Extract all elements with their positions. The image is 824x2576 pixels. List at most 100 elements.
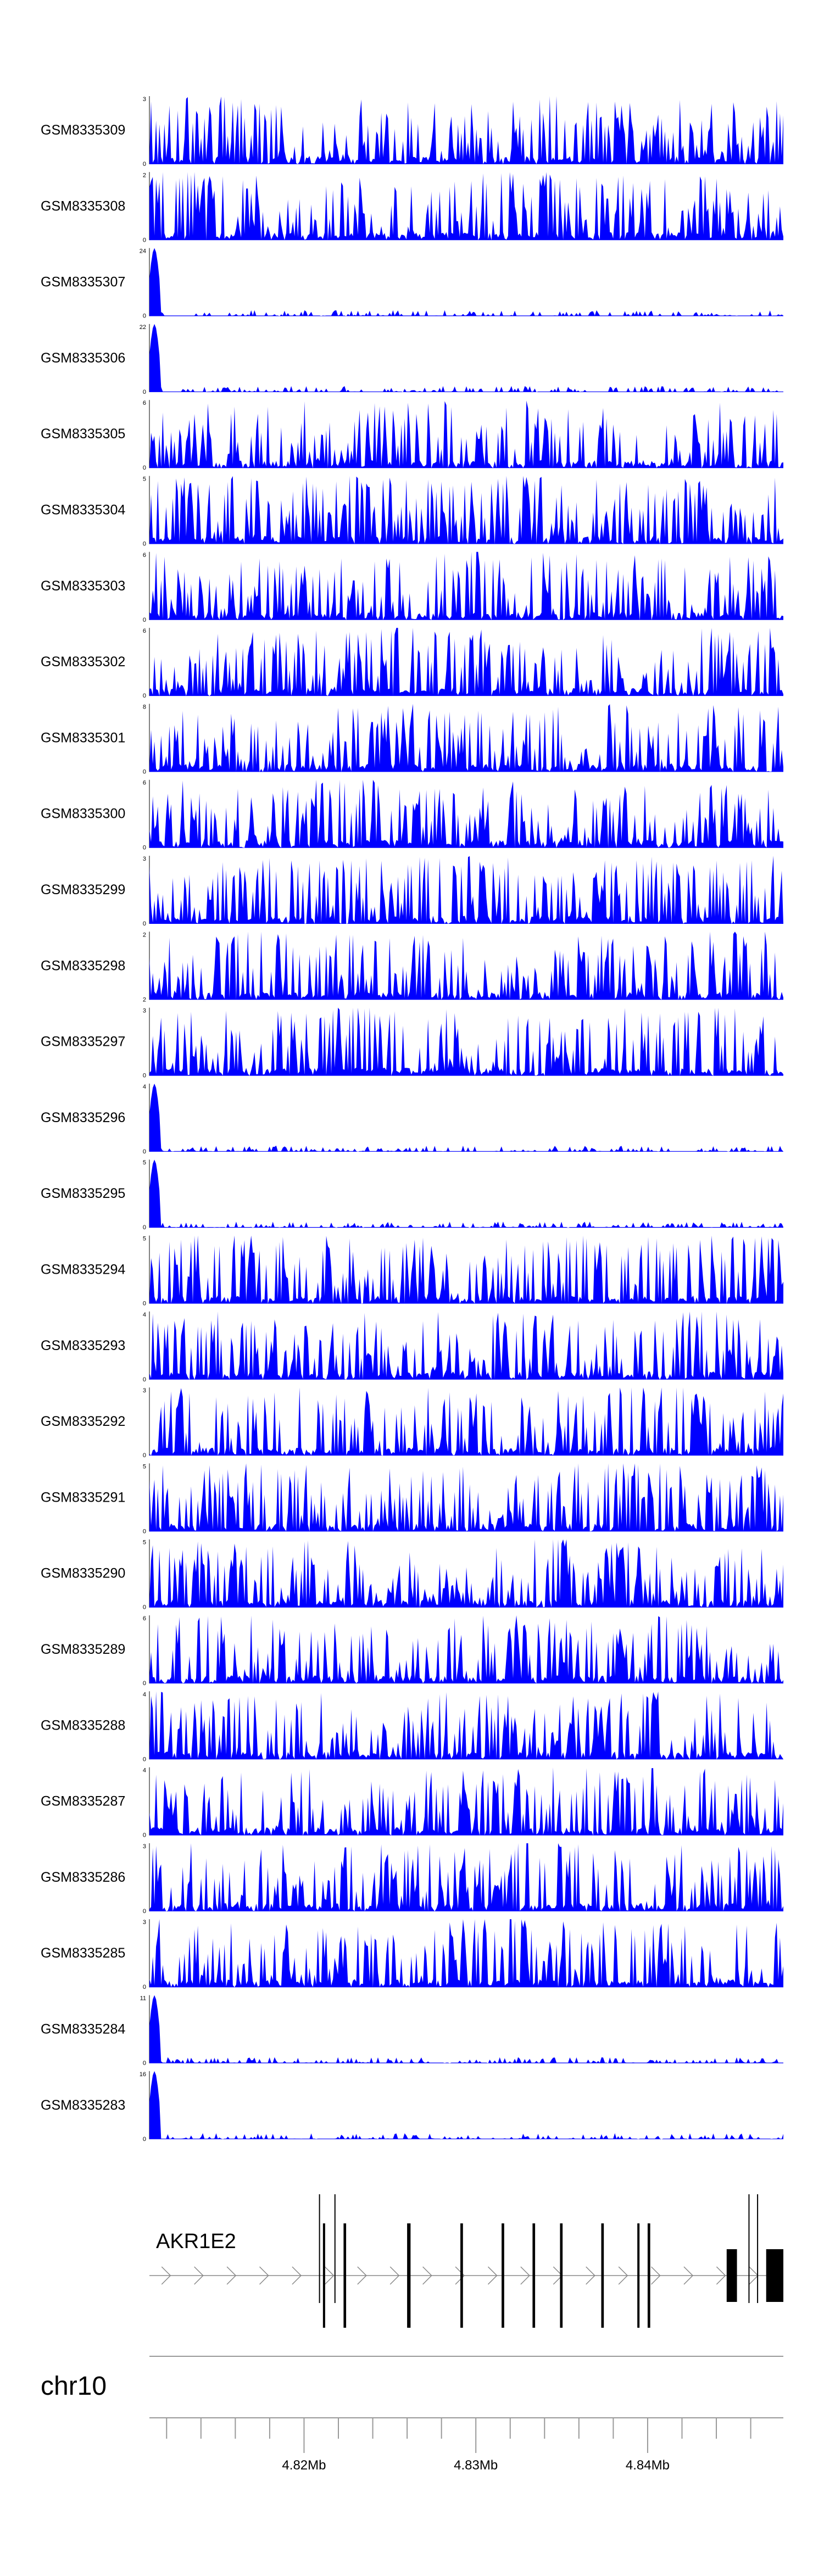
track-GSM8335286: GSM8335286 3 0 [41,1843,783,1915]
coverage-area [149,1843,783,1911]
track-GSM8335288: GSM8335288 4 0 [41,1691,783,1763]
exon-block [407,2223,411,2328]
strand-arrow [389,2266,400,2285]
strand-arrow [487,2266,498,2285]
y-min-label: 0 [143,1832,146,1839]
y-max-label: 16 [140,2071,146,2078]
track-GSM8335298: GSM8335298 2 2 [41,932,783,1003]
y-min-label: 0 [143,1528,146,1535]
track-label: GSM8335287 [41,1794,125,1809]
y-min-label: 0 [143,1908,146,1915]
y-max-label: 3 [143,96,146,103]
y-min-label: 0 [143,1680,146,1687]
axis-tick-label: 4.82Mb [282,2458,326,2473]
y-max-label: 6 [143,400,146,406]
track-label: GSM8335307 [41,275,125,290]
y-max-label: 4 [143,1691,146,1698]
coverage-area [149,1691,783,1760]
track-GSM8335292: GSM8335292 3 0 [41,1387,783,1459]
coverage-area [149,248,783,316]
y-max-label: 3 [143,1919,146,1926]
track-label: GSM8335286 [41,1870,125,1885]
strand-arrow [357,2266,367,2285]
track-label: GSM8335302 [41,654,125,670]
track-label: GSM8335297 [41,1034,125,1050]
strand-arrow [683,2266,694,2285]
y-min-label: 0 [143,1756,146,1763]
gene-track: AKR1E2 [149,2194,783,2328]
y-min-label: 0 [143,921,146,927]
track-label: GSM8335293 [41,1338,125,1353]
y-max-label: 22 [140,324,146,331]
track-label: GSM8335294 [41,1262,125,1278]
y-min-label: 0 [143,845,146,851]
track-GSM8335289: GSM8335289 6 0 [41,1615,783,1687]
y-min-label: 0 [143,1604,146,1611]
track-GSM8335299: GSM8335299 3 0 [41,856,783,927]
coverage-area [149,1235,783,1304]
y-min-label: 0 [143,1301,146,1307]
coverage-area [149,704,783,772]
track-label: GSM8335289 [41,1642,125,1657]
strand-arrow [422,2266,432,2285]
coverage-area [149,1767,783,1836]
coverage-area [149,1919,783,1988]
y-min-label: 0 [143,2136,146,2143]
y-max-label: 4 [143,1084,146,1090]
strand-arrow [586,2266,595,2285]
coverage-area [149,1995,783,2064]
track-label: GSM8335298 [41,958,125,973]
y-max-label: 2 [143,172,146,179]
track-GSM8335302: GSM8335302 6 0 [41,628,783,699]
track-label: GSM8335284 [41,2022,125,2037]
track-GSM8335303: GSM8335303 6 0 [41,551,783,623]
strand-arrow [520,2266,530,2285]
coverage-area [149,628,783,696]
exon-block [647,2223,650,2328]
strand-arrow [455,2266,465,2285]
coverage-area [149,1159,783,1228]
coverage-tracks: GSM833530930GSM833530820GSM8335307240GSM… [41,96,783,2143]
strand-arrow [226,2266,237,2285]
strand-arrow [324,2266,335,2285]
coverage-area [149,1539,783,1608]
track-label: GSM8335299 [41,882,125,897]
strand-arrow [259,2266,269,2285]
y-max-label: 6 [143,628,146,634]
track-GSM8335308: GSM8335308 2 0 [41,172,783,243]
y-min-label: 0 [143,465,146,471]
coverage-area [149,172,783,241]
y-min-label: 0 [143,161,146,168]
exon-block [460,2223,463,2328]
track-label: GSM8335305 [41,426,125,442]
y-max-label: 3 [143,856,146,862]
y-max-label: 5 [143,1159,146,1166]
track-GSM8335284: GSM8335284 11 0 [41,1995,783,2067]
y-max-label: 3 [143,1387,146,1394]
genome-axis: chr10 4.82Mb 4.83Mb 4.84Mb [41,2356,783,2473]
track-GSM8335294: GSM8335294 5 0 [41,1235,783,1307]
track-GSM8335300: GSM8335300 6 0 [41,779,783,851]
strand-arrow [716,2266,726,2285]
y-max-label: 6 [143,552,146,559]
y-min-label: 2 [143,996,146,1003]
y-min-label: 0 [143,237,146,243]
strand-arrow [161,2266,171,2285]
axis-tick-label: 4.84Mb [626,2458,670,2473]
strand-arrow [651,2266,661,2285]
y-max-label: 3 [143,1843,146,1850]
y-max-label: 5 [143,1540,146,1546]
y-min-label: 0 [143,1452,146,1459]
y-min-label: 0 [143,1224,146,1231]
y-max-label: 6 [143,780,146,787]
exon-block [601,2223,604,2328]
track-label: GSM8335288 [41,1718,125,1733]
y-min-label: 0 [143,1073,146,1079]
coverage-area [149,1463,783,1532]
exon-block [560,2223,563,2328]
track-label: GSM8335309 [41,122,125,138]
track-label: GSM8335296 [41,1110,125,1125]
gene-label: AKR1E2 [156,2230,236,2253]
y-min-label: 0 [143,1148,146,1155]
y-max-label: 8 [143,704,146,710]
